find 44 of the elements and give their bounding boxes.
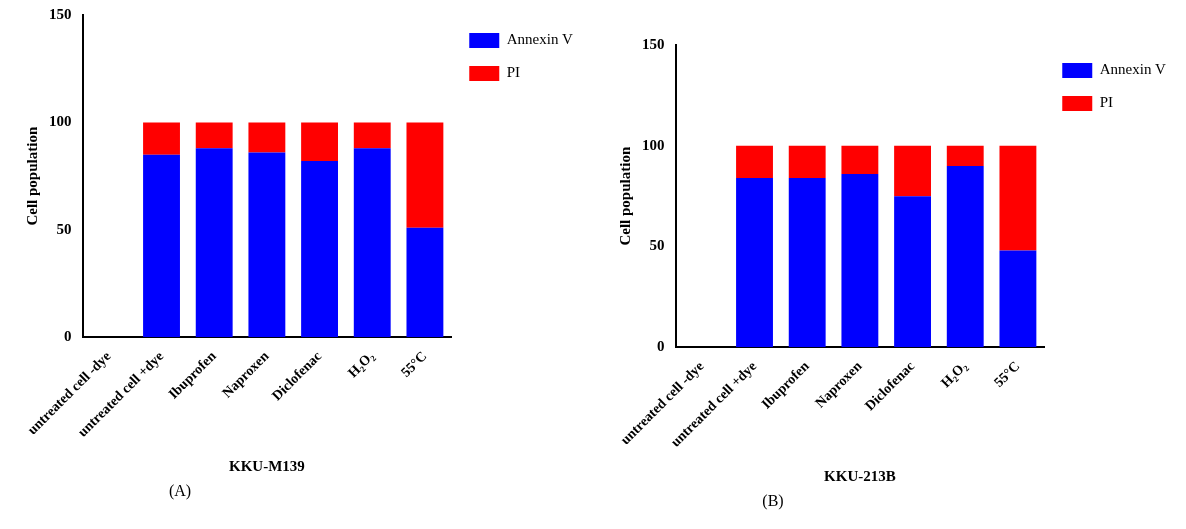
x-tick-label: H₂O₂ — [344, 348, 377, 381]
legend-label: Annexin V — [1099, 61, 1166, 78]
bar — [301, 122, 338, 162]
bar — [788, 178, 826, 348]
legend-label: Annexin V — [506, 31, 573, 48]
bar — [788, 145, 826, 179]
y-tick-label: 50 — [56, 220, 72, 237]
text: (A) — [167, 482, 193, 500]
bar — [894, 145, 931, 197]
y-tick-label: 150 — [642, 35, 665, 52]
bar — [946, 165, 984, 348]
y-tick-label: 0 — [64, 328, 72, 345]
y-tick-label: 50 — [649, 237, 665, 254]
y-axis-title: Cell population — [616, 146, 633, 246]
y-tick-label: 100 — [49, 113, 72, 130]
y-tick-label: 0 — [657, 338, 665, 355]
x-tick-label: H₂O₂ — [937, 358, 970, 391]
bar — [736, 145, 773, 179]
text: (B) — [761, 492, 785, 510]
y-tick-label: 100 — [642, 136, 665, 153]
bar — [406, 227, 444, 338]
bar — [894, 196, 931, 348]
legend-label: PI — [506, 64, 521, 81]
bar — [841, 145, 879, 174]
bar — [248, 152, 286, 338]
bar — [143, 154, 180, 338]
bar — [736, 178, 773, 348]
legend-label: PI — [1099, 94, 1114, 111]
bar — [999, 145, 1037, 251]
bar — [999, 250, 1037, 348]
bar — [406, 122, 444, 228]
bar — [353, 122, 391, 149]
x-axis-title: KKU-M139 — [228, 457, 305, 474]
bar — [301, 161, 338, 338]
bar — [195, 148, 233, 338]
bar — [946, 145, 984, 166]
bar — [143, 122, 180, 155]
x-axis-title: KKU-213B — [824, 467, 896, 484]
bar — [841, 173, 879, 348]
bar — [353, 148, 391, 338]
y-axis-title: Cell population — [23, 126, 40, 226]
bar — [248, 122, 286, 153]
y-tick-label: 150 — [49, 5, 72, 22]
bar — [195, 122, 233, 149]
